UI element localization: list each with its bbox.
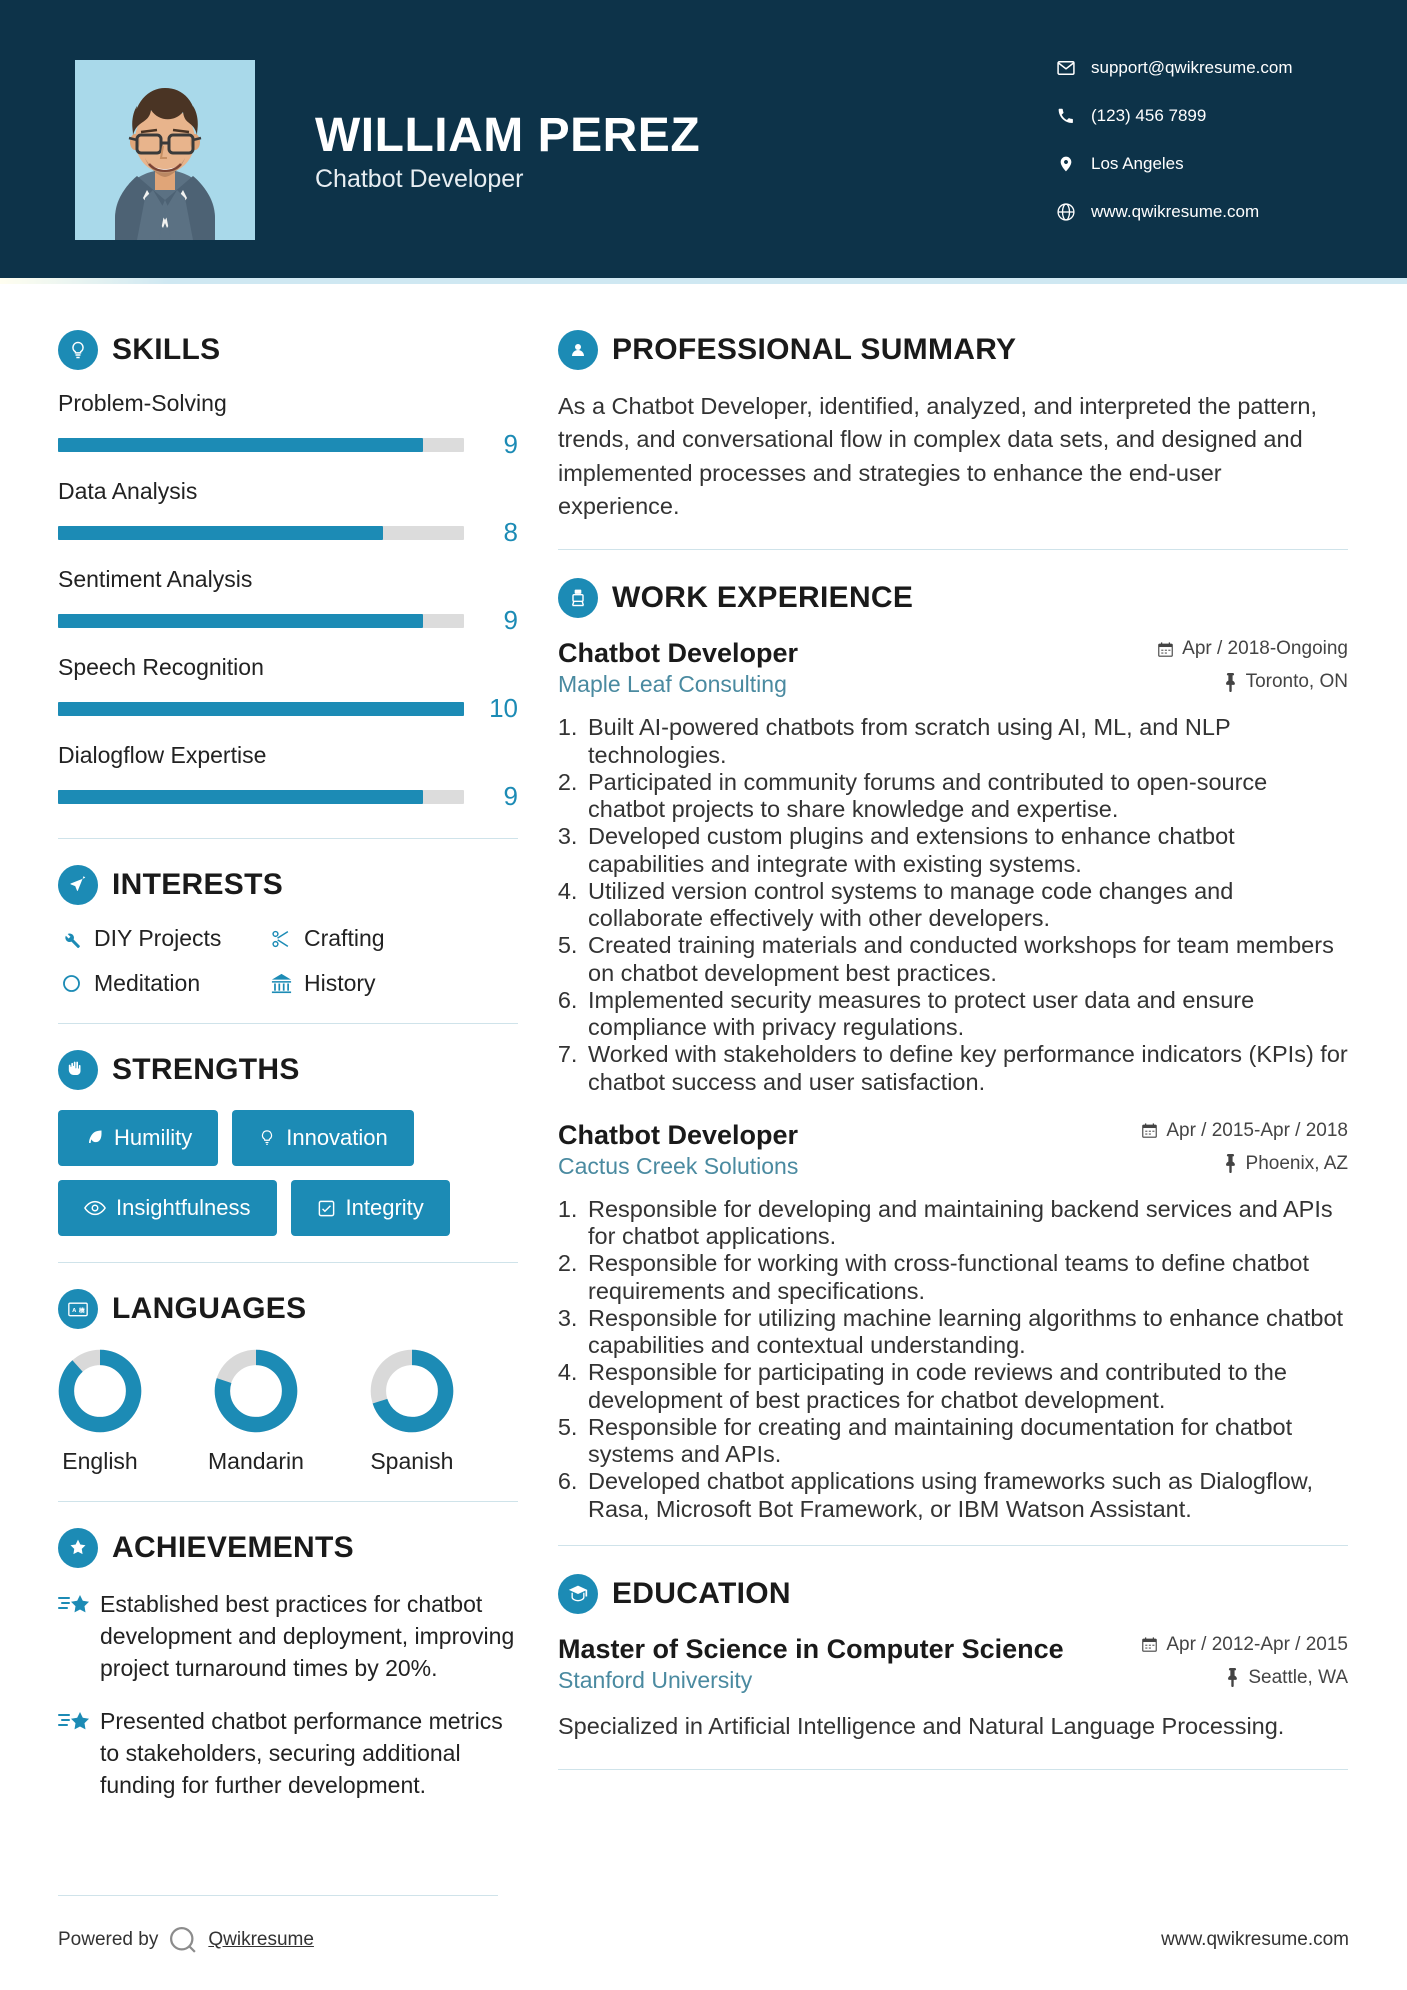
svg-text:楱: 楱	[78, 1306, 85, 1314]
svg-text:A: A	[72, 1308, 77, 1314]
